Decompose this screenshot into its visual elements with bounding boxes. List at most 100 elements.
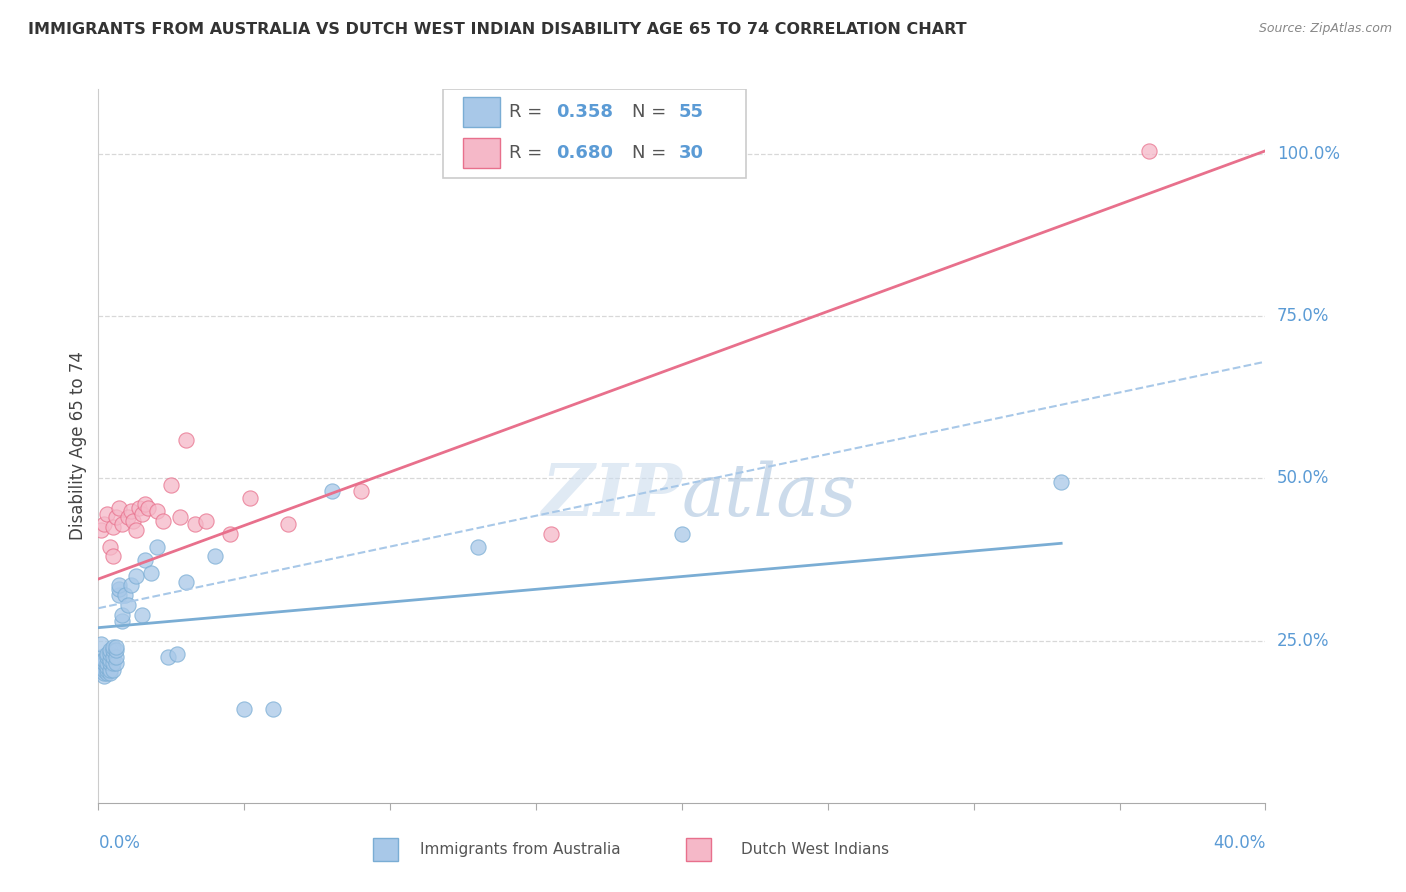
Text: 0.358: 0.358 bbox=[555, 103, 613, 121]
Text: R =: R = bbox=[509, 103, 548, 121]
Point bbox=[350, 484, 373, 499]
Point bbox=[108, 500, 131, 515]
Point bbox=[540, 526, 562, 541]
Point bbox=[131, 507, 153, 521]
Text: 40.0%: 40.0% bbox=[1213, 834, 1265, 852]
Point bbox=[239, 491, 262, 505]
Point bbox=[96, 666, 118, 681]
Point bbox=[98, 540, 121, 554]
Point bbox=[96, 663, 118, 677]
Text: IMMIGRANTS FROM AUSTRALIA VS DUTCH WEST INDIAN DISABILITY AGE 65 TO 74 CORRELATI: IMMIGRANTS FROM AUSTRALIA VS DUTCH WEST … bbox=[28, 22, 967, 37]
Text: R =: R = bbox=[509, 145, 548, 162]
Point bbox=[125, 568, 148, 582]
Text: 30: 30 bbox=[679, 145, 703, 162]
FancyBboxPatch shape bbox=[463, 138, 501, 169]
Point bbox=[1050, 475, 1073, 489]
Text: 55: 55 bbox=[679, 103, 703, 121]
Text: Source: ZipAtlas.com: Source: ZipAtlas.com bbox=[1258, 22, 1392, 36]
Point bbox=[108, 582, 131, 596]
Point bbox=[131, 607, 153, 622]
Point bbox=[96, 649, 118, 664]
Point bbox=[111, 614, 134, 628]
Point bbox=[93, 666, 115, 681]
Point bbox=[152, 514, 174, 528]
Point bbox=[91, 657, 114, 671]
Point bbox=[111, 607, 134, 622]
Point bbox=[104, 643, 127, 657]
Point bbox=[128, 500, 150, 515]
Point bbox=[101, 657, 124, 671]
Point bbox=[136, 500, 159, 515]
Text: 75.0%: 75.0% bbox=[1277, 307, 1330, 326]
Text: 0.680: 0.680 bbox=[555, 145, 613, 162]
Point bbox=[218, 526, 240, 541]
Point bbox=[160, 478, 183, 492]
Point bbox=[108, 578, 131, 592]
Text: ZIP: ZIP bbox=[541, 460, 682, 532]
Point bbox=[98, 653, 121, 667]
Point bbox=[104, 657, 127, 671]
Point bbox=[101, 520, 124, 534]
Point bbox=[111, 516, 134, 531]
Point bbox=[277, 516, 299, 531]
Point bbox=[98, 643, 121, 657]
Point bbox=[101, 643, 124, 657]
Point bbox=[114, 588, 136, 602]
Text: 25.0%: 25.0% bbox=[1277, 632, 1330, 649]
Point bbox=[104, 640, 127, 654]
Point bbox=[104, 649, 127, 664]
Point bbox=[91, 653, 114, 667]
Point bbox=[117, 598, 139, 612]
Point bbox=[89, 663, 111, 677]
Point bbox=[134, 552, 156, 566]
Point bbox=[98, 657, 121, 671]
Point bbox=[98, 647, 121, 661]
Point bbox=[93, 663, 115, 677]
Point bbox=[166, 647, 188, 661]
Point bbox=[183, 516, 205, 531]
Point bbox=[98, 666, 121, 681]
Point bbox=[93, 653, 115, 667]
Point bbox=[467, 540, 489, 554]
Point bbox=[262, 702, 284, 716]
Point bbox=[101, 649, 124, 664]
Point bbox=[169, 510, 191, 524]
Point bbox=[1137, 144, 1160, 158]
Point bbox=[117, 510, 139, 524]
Point bbox=[96, 647, 118, 661]
Point bbox=[90, 657, 112, 671]
Point bbox=[122, 514, 145, 528]
Text: 0.0%: 0.0% bbox=[98, 834, 141, 852]
Point bbox=[96, 657, 118, 671]
Point bbox=[98, 663, 121, 677]
Point bbox=[90, 524, 112, 538]
Point bbox=[125, 524, 148, 538]
Point bbox=[93, 516, 115, 531]
Point bbox=[96, 659, 118, 673]
Point bbox=[90, 637, 112, 651]
Text: 100.0%: 100.0% bbox=[1277, 145, 1340, 163]
Point bbox=[671, 526, 693, 541]
Text: atlas: atlas bbox=[682, 460, 858, 532]
Point bbox=[104, 510, 127, 524]
Point bbox=[134, 497, 156, 511]
Text: N =: N = bbox=[631, 103, 672, 121]
Point bbox=[139, 566, 162, 580]
Point bbox=[174, 433, 197, 447]
Point bbox=[157, 649, 180, 664]
Text: N =: N = bbox=[631, 145, 672, 162]
Point bbox=[195, 514, 218, 528]
Point bbox=[90, 649, 112, 664]
Text: 50.0%: 50.0% bbox=[1277, 469, 1330, 487]
Point bbox=[108, 588, 131, 602]
Point bbox=[101, 549, 124, 564]
Point bbox=[93, 669, 115, 683]
Point bbox=[321, 484, 343, 499]
Point bbox=[101, 640, 124, 654]
Point bbox=[146, 504, 169, 518]
Point bbox=[233, 702, 256, 716]
FancyBboxPatch shape bbox=[443, 89, 747, 178]
Point bbox=[174, 575, 197, 590]
Point bbox=[101, 663, 124, 677]
FancyBboxPatch shape bbox=[463, 97, 501, 128]
